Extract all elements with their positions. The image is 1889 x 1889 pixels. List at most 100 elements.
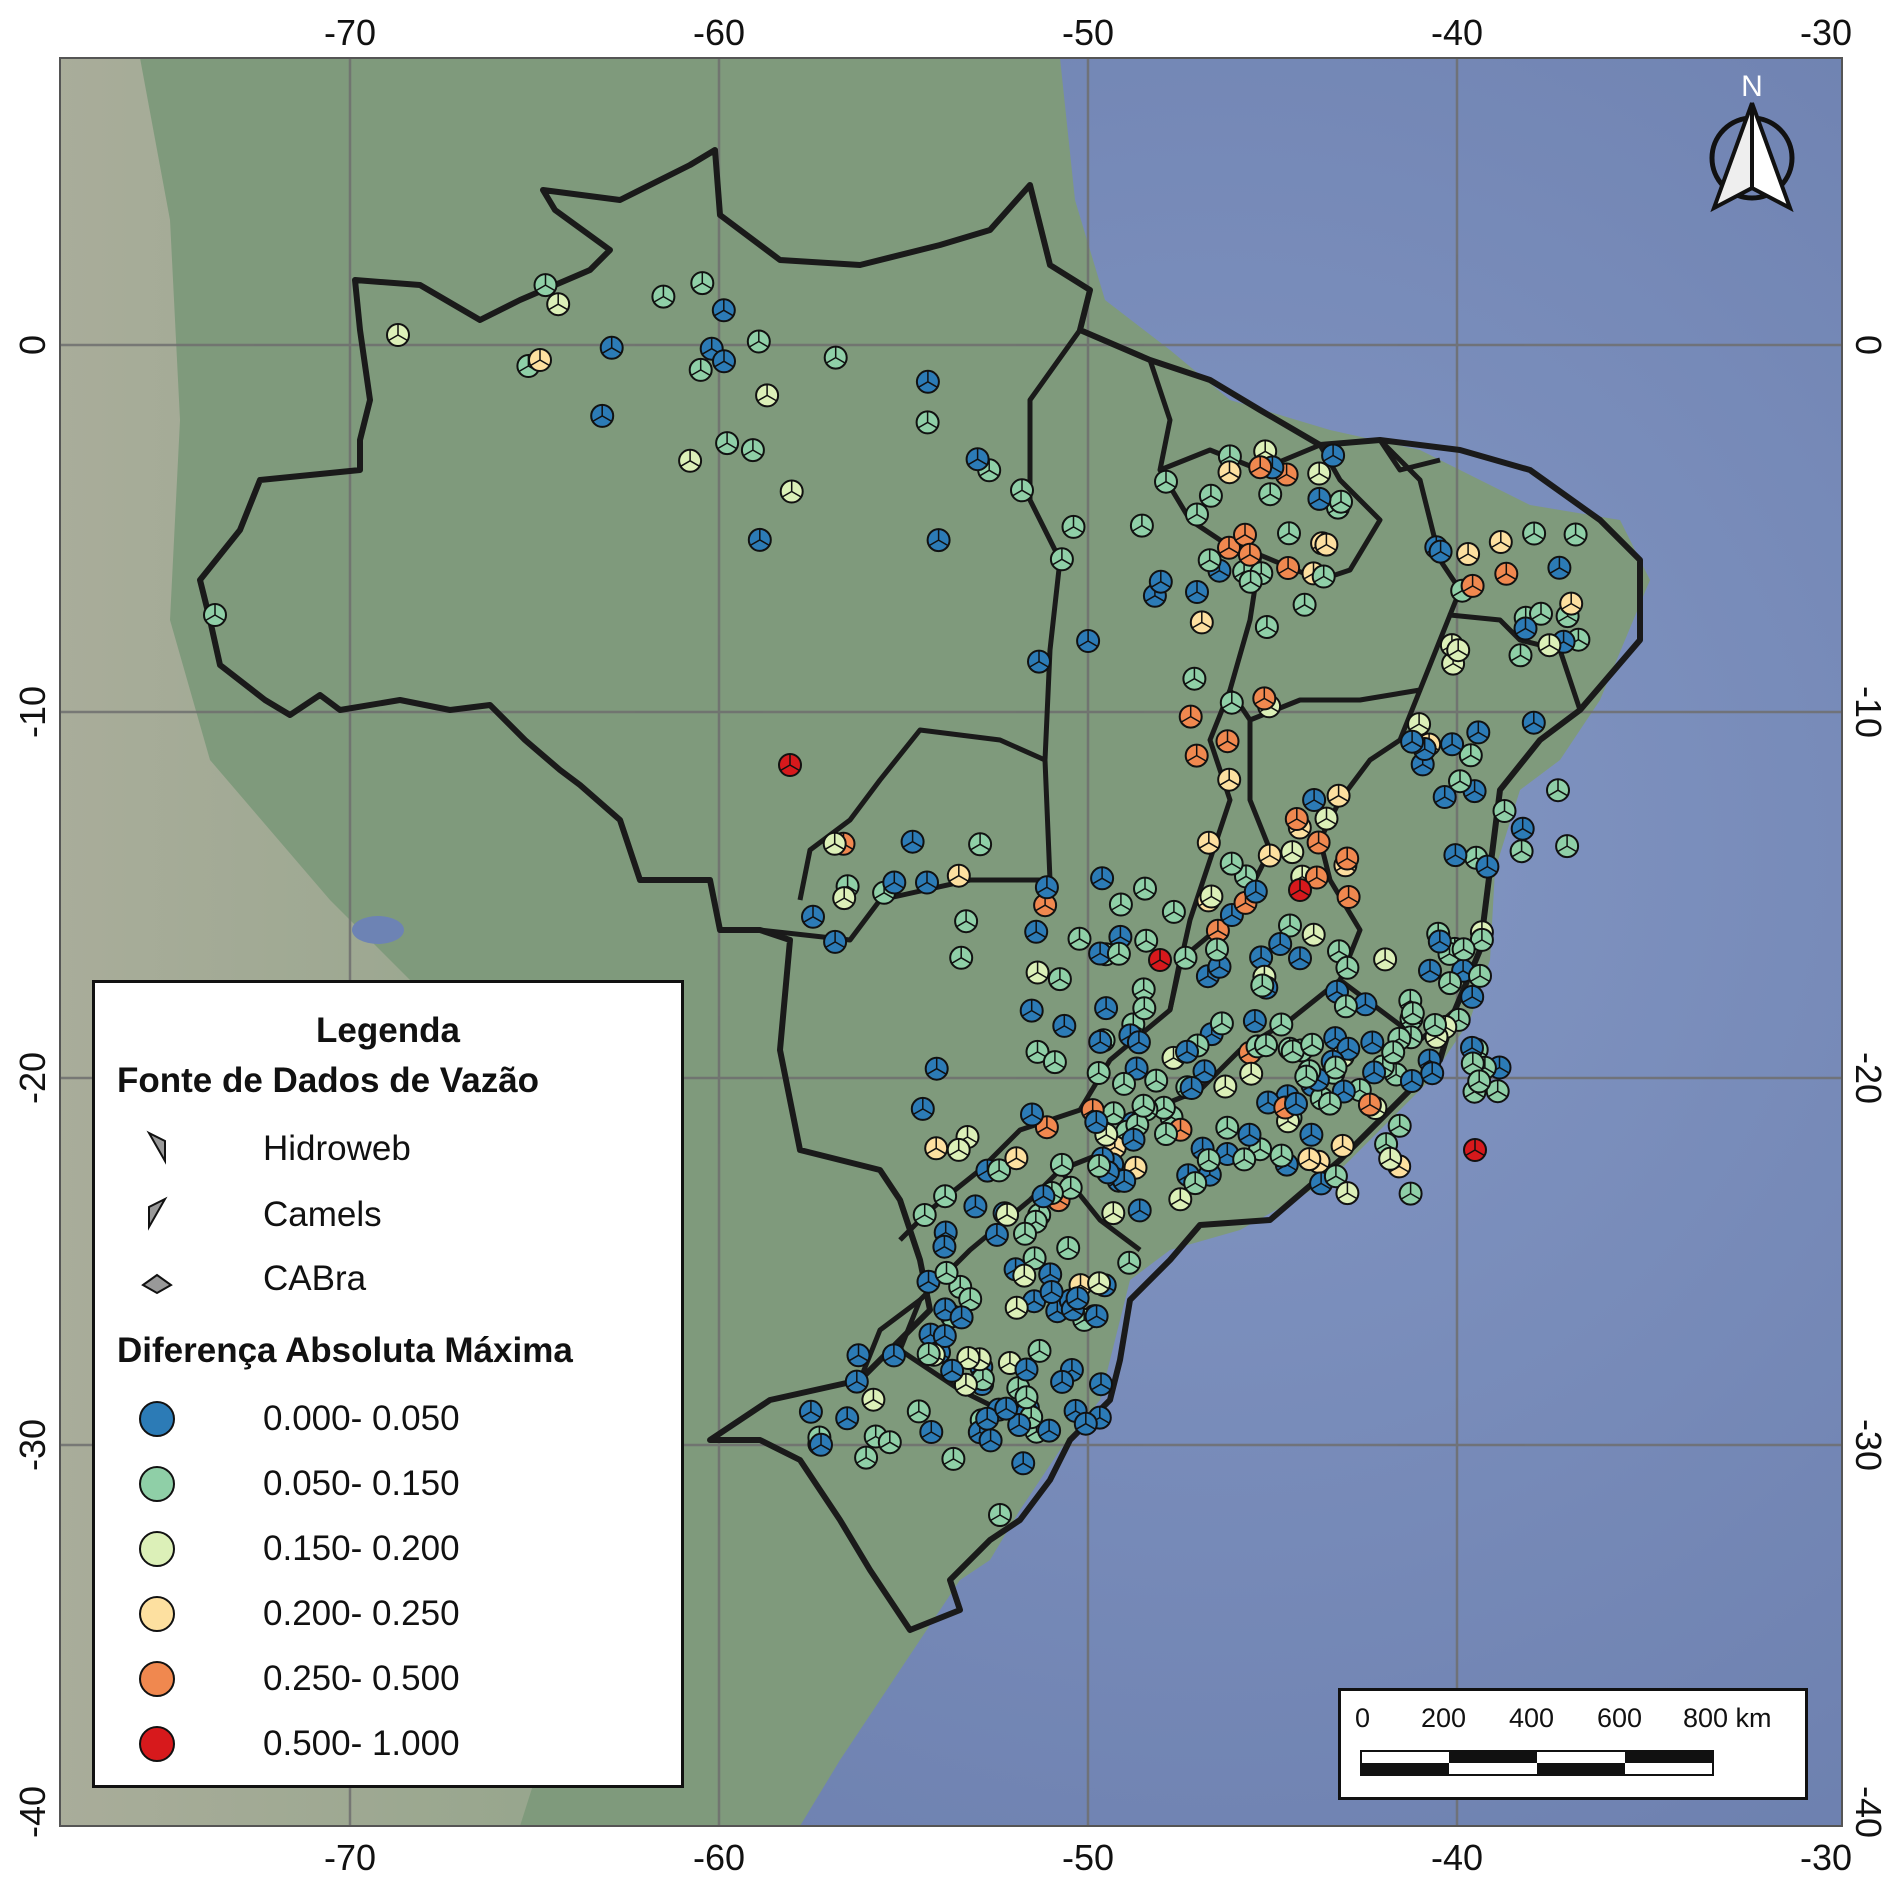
station-marker[interactable]: [1398, 1181, 1423, 1206]
station-marker[interactable]: [1252, 686, 1277, 711]
station-marker[interactable]: [1061, 514, 1086, 539]
station-marker[interactable]: [1089, 1372, 1113, 1397]
station-marker[interactable]: [924, 1136, 949, 1161]
station-marker[interactable]: [1133, 876, 1157, 901]
station-marker[interactable]: [846, 1343, 871, 1368]
station-marker[interactable]: [688, 357, 713, 382]
station-marker[interactable]: [1010, 478, 1034, 503]
station-marker[interactable]: [1004, 1295, 1029, 1320]
station-marker[interactable]: [1106, 941, 1131, 966]
station-marker[interactable]: [1161, 899, 1186, 924]
station-marker[interactable]: [1148, 948, 1172, 972]
station-marker[interactable]: [1492, 799, 1517, 823]
station-marker[interactable]: [1268, 932, 1293, 956]
station-marker[interactable]: [1284, 1091, 1308, 1116]
station-marker[interactable]: [1423, 1013, 1447, 1037]
station-marker[interactable]: [711, 298, 736, 323]
station-marker[interactable]: [965, 447, 990, 472]
station-marker[interactable]: [1076, 629, 1101, 653]
station-marker[interactable]: [1336, 1036, 1361, 1061]
station-marker[interactable]: [946, 863, 971, 888]
station-marker[interactable]: [1460, 984, 1485, 1009]
station-marker[interactable]: [1326, 783, 1351, 808]
station-marker[interactable]: [1323, 1164, 1348, 1189]
station-marker[interactable]: [1213, 1074, 1238, 1099]
station-marker[interactable]: [915, 410, 940, 435]
station-marker[interactable]: [1134, 928, 1159, 953]
station-marker[interactable]: [919, 1420, 944, 1444]
station-marker[interactable]: [1094, 996, 1119, 1021]
station-marker[interactable]: [1242, 1009, 1267, 1033]
station-marker[interactable]: [835, 1406, 860, 1431]
station-marker[interactable]: [533, 273, 558, 298]
station-marker[interactable]: [1101, 1201, 1126, 1226]
station-marker[interactable]: [823, 345, 848, 370]
station-marker[interactable]: [1182, 666, 1207, 691]
station-marker[interactable]: [934, 1260, 959, 1285]
station-marker[interactable]: [916, 1342, 941, 1366]
station-marker[interactable]: [1065, 1286, 1090, 1311]
station-marker[interactable]: [1468, 963, 1492, 988]
station-marker[interactable]: [1510, 816, 1535, 841]
station-marker[interactable]: [1460, 1051, 1485, 1076]
station-marker[interactable]: [1314, 532, 1339, 557]
station-marker[interactable]: [1301, 922, 1326, 947]
station-marker[interactable]: [528, 348, 552, 372]
station-marker[interactable]: [1249, 945, 1274, 970]
station-marker[interactable]: [832, 886, 857, 911]
station-marker[interactable]: [958, 1287, 983, 1312]
station-marker[interactable]: [1087, 1271, 1112, 1296]
station-marker[interactable]: [941, 1446, 966, 1471]
station-marker[interactable]: [1458, 743, 1483, 768]
station-marker[interactable]: [1280, 1039, 1305, 1064]
station-marker[interactable]: [1233, 522, 1257, 547]
station-marker[interactable]: [924, 1056, 949, 1081]
station-marker[interactable]: [778, 753, 802, 777]
station-marker[interactable]: [963, 1194, 988, 1219]
station-marker[interactable]: [1073, 1411, 1098, 1436]
station-marker[interactable]: [1521, 710, 1546, 735]
station-marker[interactable]: [1124, 1056, 1149, 1081]
station-marker[interactable]: [1025, 1039, 1050, 1064]
station-marker[interactable]: [1121, 1127, 1146, 1152]
station-marker[interactable]: [1381, 1040, 1406, 1065]
station-marker[interactable]: [1012, 1263, 1037, 1288]
station-marker[interactable]: [1456, 542, 1481, 566]
station-marker[interactable]: [546, 292, 571, 317]
station-marker[interactable]: [1304, 865, 1329, 890]
station-marker[interactable]: [1084, 1304, 1109, 1329]
station-marker[interactable]: [1333, 994, 1358, 1019]
station-marker[interactable]: [1178, 704, 1203, 729]
station-marker[interactable]: [1522, 521, 1547, 546]
station-marker[interactable]: [1144, 1068, 1169, 1093]
station-marker[interactable]: [1373, 947, 1398, 972]
station-marker[interactable]: [1179, 1076, 1204, 1100]
station-marker[interactable]: [1321, 443, 1346, 468]
station-marker[interactable]: [956, 1346, 981, 1370]
station-marker[interactable]: [823, 929, 848, 954]
station-marker[interactable]: [1378, 1146, 1403, 1171]
station-marker[interactable]: [910, 1096, 935, 1121]
station-marker[interactable]: [1184, 743, 1209, 768]
station-marker[interactable]: [1238, 569, 1263, 594]
station-marker[interactable]: [590, 403, 615, 428]
station-marker[interactable]: [1440, 732, 1465, 757]
station-marker[interactable]: [1307, 461, 1332, 486]
station-marker[interactable]: [1276, 556, 1301, 580]
station-marker[interactable]: [1027, 1338, 1052, 1363]
station-marker[interactable]: [1277, 521, 1301, 546]
station-marker[interactable]: [1488, 530, 1513, 554]
station-marker[interactable]: [1050, 1369, 1075, 1394]
station-marker[interactable]: [1432, 785, 1457, 809]
station-marker[interactable]: [1237, 1122, 1262, 1147]
station-marker[interactable]: [1088, 1029, 1113, 1054]
station-marker[interactable]: [854, 1445, 879, 1470]
station-marker[interactable]: [1317, 1091, 1342, 1116]
station-marker[interactable]: [1019, 998, 1044, 1023]
station-marker[interactable]: [801, 904, 825, 929]
station-marker[interactable]: [1052, 1013, 1077, 1038]
station-marker[interactable]: [1239, 1061, 1264, 1086]
station-marker[interactable]: [1049, 547, 1074, 572]
station-marker[interactable]: [740, 438, 765, 463]
station-marker[interactable]: [1020, 1102, 1044, 1127]
